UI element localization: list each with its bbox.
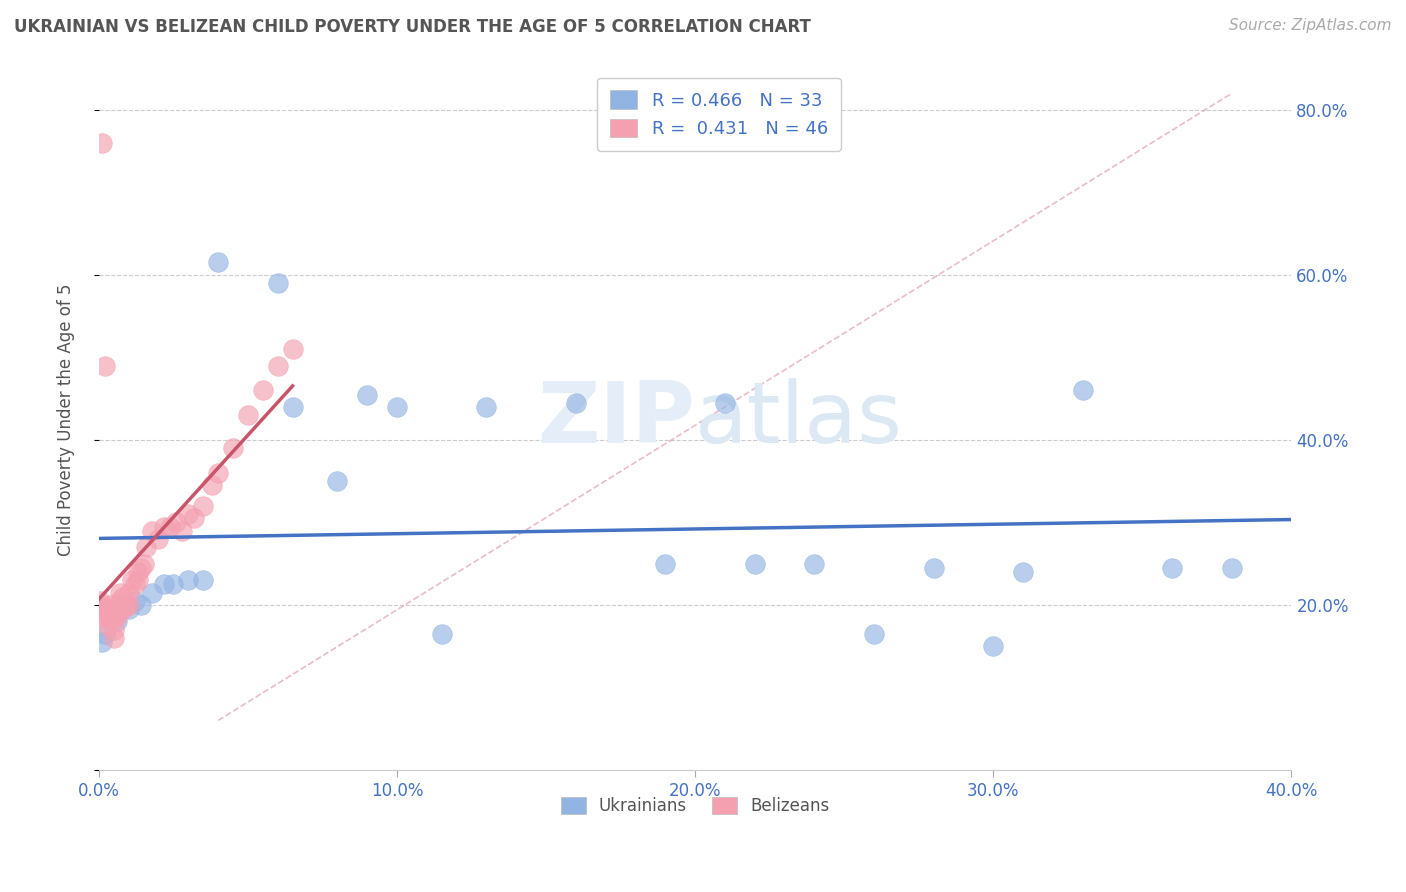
Text: UKRAINIAN VS BELIZEAN CHILD POVERTY UNDER THE AGE OF 5 CORRELATION CHART: UKRAINIAN VS BELIZEAN CHILD POVERTY UNDE… — [14, 18, 811, 36]
Point — [207, 255, 229, 269]
Point — [97, 618, 120, 632]
Point — [281, 400, 304, 414]
Point — [267, 359, 290, 373]
Point — [714, 396, 737, 410]
Point — [863, 627, 886, 641]
Y-axis label: Child Poverty Under the Age of 5: Child Poverty Under the Age of 5 — [58, 283, 75, 556]
Point — [222, 441, 245, 455]
Point — [356, 387, 378, 401]
Point — [105, 615, 128, 629]
Point — [385, 400, 408, 414]
Point — [165, 516, 187, 530]
Point — [183, 511, 205, 525]
Point — [117, 598, 139, 612]
Text: ZIP: ZIP — [537, 377, 695, 461]
Point — [1220, 561, 1243, 575]
Point — [94, 627, 117, 641]
Text: atlas: atlas — [695, 377, 903, 461]
Point — [981, 639, 1004, 653]
Point — [108, 585, 131, 599]
Point — [89, 594, 111, 608]
Point — [117, 585, 139, 599]
Point — [1071, 384, 1094, 398]
Point — [148, 532, 170, 546]
Point — [177, 507, 200, 521]
Point — [97, 602, 120, 616]
Point — [111, 590, 134, 604]
Point — [252, 384, 274, 398]
Point — [111, 598, 134, 612]
Point — [117, 602, 139, 616]
Point — [124, 577, 146, 591]
Point — [159, 519, 181, 533]
Point — [1012, 565, 1035, 579]
Point — [177, 573, 200, 587]
Point — [111, 602, 134, 616]
Point — [105, 610, 128, 624]
Point — [90, 635, 112, 649]
Point — [922, 561, 945, 575]
Point — [191, 499, 214, 513]
Point — [201, 478, 224, 492]
Point — [191, 573, 214, 587]
Point — [105, 602, 128, 616]
Point — [124, 594, 146, 608]
Point — [141, 524, 163, 538]
Point — [135, 540, 157, 554]
Point — [90, 602, 112, 616]
Point — [1161, 561, 1184, 575]
Point — [236, 408, 259, 422]
Point — [127, 565, 149, 579]
Point — [129, 561, 152, 575]
Point — [100, 610, 122, 624]
Point — [153, 577, 176, 591]
Point — [141, 585, 163, 599]
Point — [90, 136, 112, 150]
Point — [103, 623, 125, 637]
Point — [127, 573, 149, 587]
Point — [108, 594, 131, 608]
Point — [97, 610, 120, 624]
Point — [153, 519, 176, 533]
Point — [90, 598, 112, 612]
Point — [114, 598, 136, 612]
Point — [162, 577, 184, 591]
Point — [132, 557, 155, 571]
Point — [281, 342, 304, 356]
Point — [207, 466, 229, 480]
Point — [103, 631, 125, 645]
Point — [129, 598, 152, 612]
Point — [654, 557, 676, 571]
Point — [103, 610, 125, 624]
Point — [430, 627, 453, 641]
Point — [744, 557, 766, 571]
Point — [94, 610, 117, 624]
Point — [100, 610, 122, 624]
Point — [475, 400, 498, 414]
Legend: Ukrainians, Belizeans: Ukrainians, Belizeans — [551, 787, 839, 825]
Point — [565, 396, 588, 410]
Point — [121, 573, 143, 587]
Text: Source: ZipAtlas.com: Source: ZipAtlas.com — [1229, 18, 1392, 33]
Point — [803, 557, 825, 571]
Point — [100, 598, 122, 612]
Point — [94, 359, 117, 373]
Point — [172, 524, 194, 538]
Point — [267, 276, 290, 290]
Point — [326, 474, 349, 488]
